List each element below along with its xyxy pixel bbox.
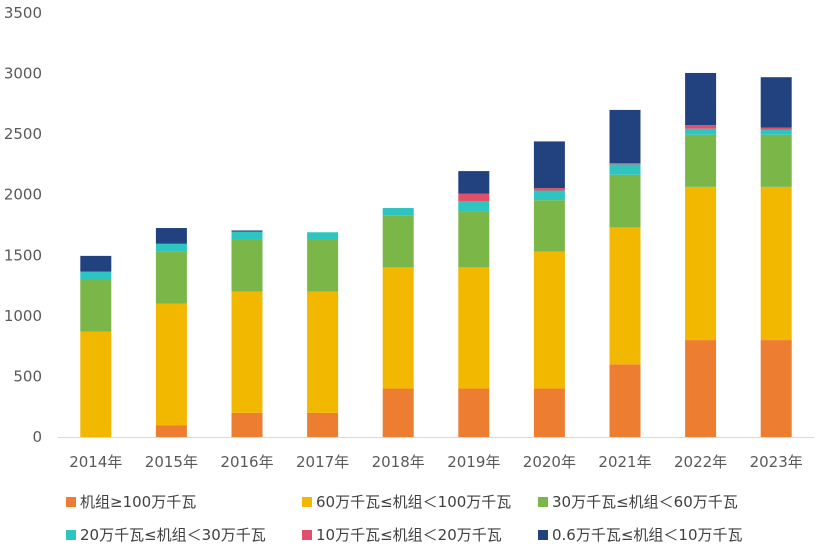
bar-segment [458, 201, 490, 212]
bar-segment [685, 186, 717, 341]
bar-segment [231, 412, 263, 437]
bar-segment [155, 228, 187, 244]
bar-segment [458, 193, 490, 202]
y-axis-tick-labels: 0 500 1000 1500 2000 2500 3000 3500 [4, 4, 42, 446]
bar-segment [609, 227, 641, 365]
x-tick-label: 2021年 [598, 453, 651, 471]
legend-swatch [538, 530, 548, 540]
y-tick-label: 1000 [4, 307, 42, 325]
bar-segment [533, 190, 565, 201]
legend-item: 10万千瓦≤机组＜20万千瓦 [302, 526, 502, 544]
bar-segment [155, 303, 187, 426]
legend-swatch [302, 530, 312, 540]
bar-segment [80, 279, 112, 332]
bar-segment [231, 239, 263, 292]
x-tick-label: 2014年 [69, 453, 122, 471]
bar-segment [685, 72, 717, 126]
bar-segment [609, 364, 641, 437]
bar-segment [382, 388, 414, 437]
bar-segment [307, 291, 339, 413]
bar-segment [382, 267, 414, 389]
bar-segment [382, 215, 414, 268]
x-tick-label: 2018年 [372, 453, 425, 471]
bar-segment [685, 125, 717, 129]
bar-segment [458, 267, 490, 389]
x-tick-label: 2016年 [220, 453, 273, 471]
y-tick-label: 2000 [4, 186, 42, 204]
legend-item: 0.6万千瓦≤机组＜10万千瓦 [538, 526, 743, 544]
bar-segment [231, 291, 263, 413]
bar-segment [760, 77, 792, 128]
bar-segment [80, 271, 112, 280]
bar-segment [307, 239, 339, 292]
x-tick-label: 2015年 [145, 453, 198, 471]
bar-segment [231, 230, 263, 232]
legend-label: 20万千瓦≤机组＜30万千瓦 [80, 526, 266, 544]
x-tick-label: 2020年 [523, 453, 576, 471]
bar-segment [458, 388, 490, 437]
bar-segment [760, 127, 792, 130]
bar-segment [760, 340, 792, 437]
bar-segment [80, 331, 112, 437]
bar-segment [533, 388, 565, 437]
bar-segment [533, 188, 565, 191]
bar-segment [231, 231, 263, 240]
bar-segment [760, 186, 792, 341]
x-tick-label: 2019年 [447, 453, 500, 471]
legend-label: 10万千瓦≤机组＜20万千瓦 [316, 526, 502, 544]
bar-segment [609, 174, 641, 228]
legend-swatch [538, 497, 548, 507]
legend-swatch [302, 497, 312, 507]
bar-segment [533, 251, 565, 389]
bar-segment [685, 340, 717, 437]
bar-segment [80, 255, 112, 272]
legend-item: 60万千瓦≤机组＜100万千瓦 [302, 493, 511, 511]
legend-label: 机组≥100万千瓦 [80, 493, 196, 511]
bar-segment [533, 200, 565, 252]
bar-segment [609, 164, 641, 175]
legend-label: 0.6万千瓦≤机组＜10万千瓦 [552, 526, 743, 544]
y-tick-label: 2500 [4, 125, 42, 143]
bar-segment [155, 251, 187, 304]
x-tick-label: 2022年 [674, 453, 727, 471]
bar-segment [155, 425, 187, 437]
bar-segment [609, 109, 641, 164]
bar-segment [685, 128, 717, 135]
y-tick-label: 3500 [4, 4, 42, 22]
legend-item: 20万千瓦≤机组＜30万千瓦 [66, 526, 266, 544]
legend-swatch [66, 530, 76, 540]
y-tick-label: 3000 [4, 65, 42, 83]
y-tick-label: 500 [13, 367, 42, 385]
bar-segment [685, 134, 717, 187]
x-tick-label: 2017年 [296, 453, 349, 471]
legend-swatch [66, 497, 76, 507]
legend-label: 60万千瓦≤机组＜100万千瓦 [316, 493, 511, 511]
x-axis-tick-labels: 2014年 2015年 2016年 2017年 2018年 2019年 2020年 2021年… [69, 453, 803, 471]
y-tick-label: 1500 [4, 246, 42, 264]
legend-item: 机组≥100万千瓦 [66, 493, 196, 511]
legend-label: 30万千瓦≤机组＜60万千瓦 [552, 493, 738, 511]
bar-segment [155, 243, 187, 252]
bar-segment [609, 163, 641, 165]
bar-segment [307, 412, 339, 437]
bar-segment [307, 232, 339, 240]
bar-segment [533, 141, 565, 189]
x-tick-label: 2023年 [750, 453, 803, 471]
bar-segment [458, 171, 490, 194]
bar-segment [382, 208, 414, 216]
bar-segment [458, 211, 490, 268]
bars [80, 72, 792, 437]
y-tick-label: 0 [32, 428, 42, 446]
bar-segment [760, 129, 792, 135]
legend: 机组≥100万千瓦 60万千瓦≤机组＜100万千瓦 30万千瓦≤机组＜60万千瓦 20… [66, 493, 743, 544]
legend-item: 30万千瓦≤机组＜60万千瓦 [538, 493, 738, 511]
bar-segment [760, 134, 792, 187]
